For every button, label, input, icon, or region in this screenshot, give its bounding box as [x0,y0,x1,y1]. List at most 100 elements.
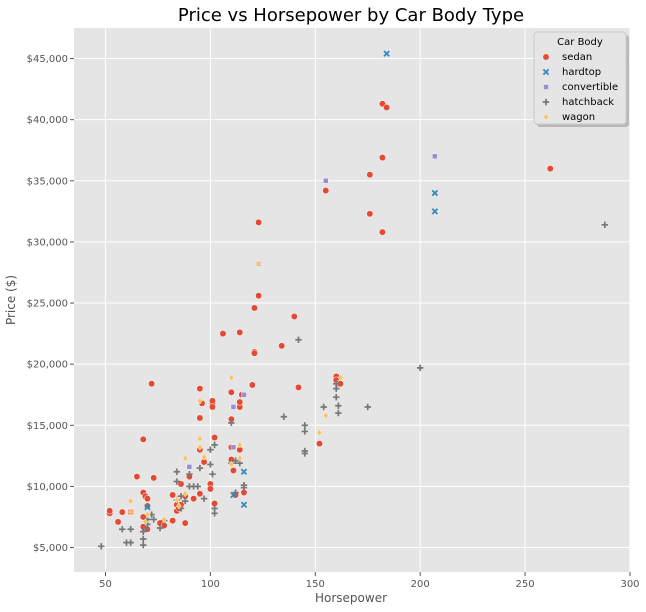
data-point-sedan [139,435,147,443]
data-point-wagon [236,441,243,449]
data-point-sedan [190,495,198,503]
data-point-wagon [197,397,203,405]
data-point-sedan [230,467,237,474]
data-point-sedan [211,434,219,441]
data-point-wagon [127,508,134,516]
series-hatchback [98,221,609,550]
data-point-wagon [201,453,207,461]
data-point-hatchback [335,409,342,417]
x-tick-label: 50 [99,579,112,590]
y-tick-label: $15,000 [27,421,68,432]
data-point-sedan [378,228,386,236]
data-point-hatchback [207,461,214,468]
data-point-hatchback [209,471,216,478]
data-point-hatchback [333,380,340,387]
data-point-hatchback [173,468,181,475]
data-point-sedan [209,397,216,405]
data-point-sedan [196,385,204,393]
data-point-hardtop [431,189,439,197]
data-point-convertible [230,444,237,451]
data-point-wagon [322,412,329,420]
y-tick-label: $45,000 [27,54,68,65]
legend-marker-wagon [543,113,549,121]
data-point-convertible [230,404,237,410]
data-point-hatchback [416,364,424,372]
data-point-sedan [209,403,216,411]
y-tick-label: $35,000 [27,176,68,187]
data-point-sedan [383,104,391,111]
data-point-hatchback [177,493,185,500]
legend-label-wagon: wagon [562,112,595,123]
y-tick-label: $30,000 [27,237,68,248]
data-point-hatchback [301,428,308,435]
legend-marker-convertible [543,84,549,90]
data-point-hardtop [144,503,151,511]
data-point-sedan [255,218,263,226]
data-point-hatchback [333,393,340,401]
data-point-hatchback [140,535,147,543]
y-tick-label: $5,000 [33,543,68,554]
data-point-hardtop [431,208,439,215]
x-tick-label: 250 [516,579,535,590]
data-point-wagon [161,515,168,523]
x-tick-label: 300 [620,579,639,590]
data-point-hatchback [207,446,214,453]
data-point-sedan [546,165,554,173]
data-point-sedan [227,388,235,396]
data-point-hatchback [127,526,134,533]
y-tick-label: $25,000 [27,299,68,310]
data-point-hatchback [127,539,134,546]
y-tick-label: $40,000 [27,115,68,126]
data-point-sedan [196,414,204,422]
data-point-hatchback [173,478,181,485]
data-point-wagon [337,374,344,382]
data-point-sedan [250,349,258,357]
data-point-wagon [236,454,243,462]
x-tick-label: 200 [411,579,430,590]
legend-marker-hatchback [542,98,550,106]
data-point-hatchback [232,489,239,496]
data-point-sedan [255,292,263,300]
data-point-sedan [118,508,126,516]
data-point-sedan [219,330,227,338]
data-point-wagon [144,511,151,519]
data-point-sedan [366,210,374,218]
data-point-hatchback [196,464,204,472]
chart-title: Price vs Horsepower by Car Body Type [178,5,524,26]
series-wagon [127,260,344,526]
legend-label-hatchback: hatchback [562,97,614,108]
data-point-hatchback [240,482,248,489]
data-point-sedan [248,381,256,389]
data-point-hatchback [156,524,164,532]
data-point-wagon [182,490,189,498]
data-point-hatchback [211,441,218,449]
data-point-sedan [316,440,323,448]
legend-marker-hardtop [542,68,550,76]
data-point-hatchback [142,526,149,533]
data-point-convertible [186,464,193,470]
data-point-sedan [366,171,374,179]
data-point-hatchback [320,403,327,411]
x-axis-ticks: 50 100 150 200 250 300 [99,572,640,590]
data-point-wagon [228,374,235,382]
data-point-hatchback [200,495,208,502]
x-axis-label: Horsepower [315,591,387,605]
data-point-sedan [169,491,177,499]
data-point-hatchback [228,419,235,427]
data-point-sedan [181,519,189,527]
data-point-sedan [295,383,302,391]
data-point-sedan [143,495,151,503]
data-point-hatchback [295,336,302,343]
data-point-hatchback [232,457,239,464]
data-point-sedan [106,507,114,515]
data-point-hatchback [98,543,105,550]
data-point-sedan [150,474,158,482]
data-point-hatchback [601,221,609,229]
data-point-sedan [114,518,122,526]
data-point-hatchback [194,483,201,490]
data-point-hardtop [383,50,390,57]
data-point-hatchback [150,516,157,523]
data-point-convertible [241,392,247,398]
